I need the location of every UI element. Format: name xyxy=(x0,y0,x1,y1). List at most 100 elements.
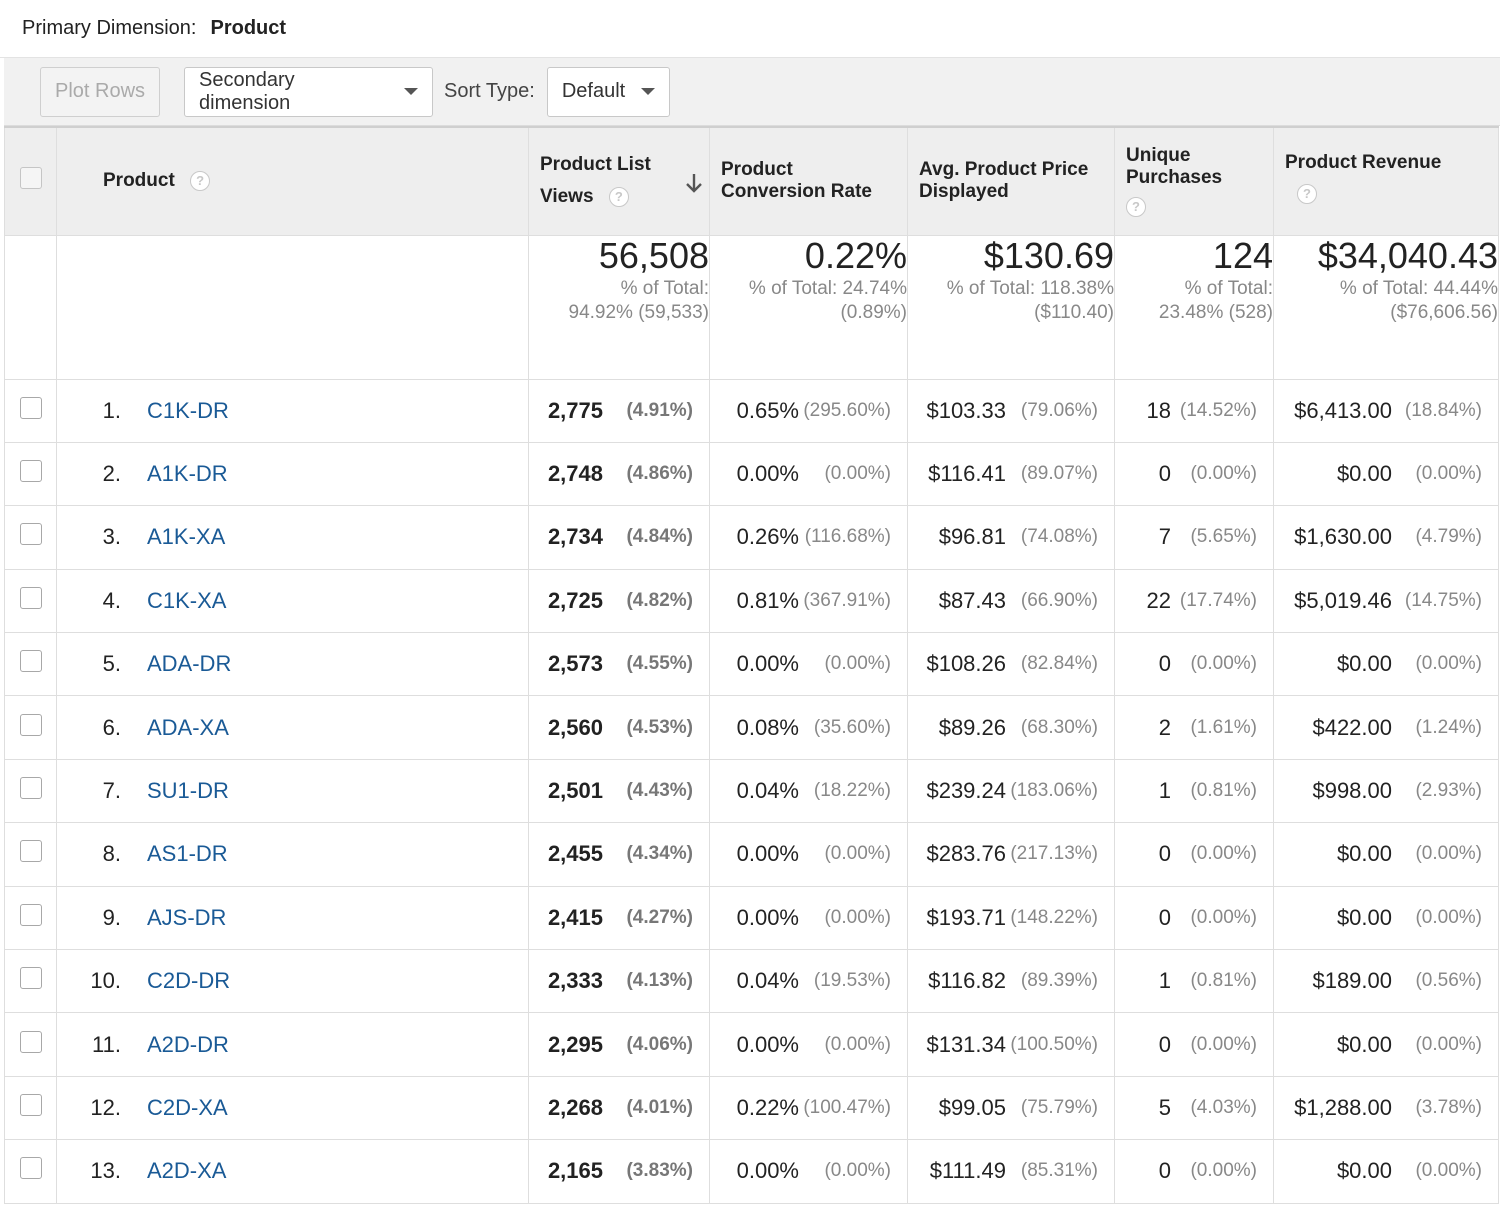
row-unique-cell: 1 (0.81%) xyxy=(1114,758,1274,824)
row-unique-cell: 0 (0.00%) xyxy=(1114,1012,1274,1077)
row-number: 11. xyxy=(92,1031,121,1057)
conversion-percent: (0.00%) xyxy=(824,906,891,928)
totals-avg-value: $130.69 xyxy=(983,234,1114,276)
row-checkbox[interactable] xyxy=(19,396,42,419)
row-conversion-cell: 0.08% (35.60%) xyxy=(709,695,908,760)
row-checkbox[interactable] xyxy=(19,777,42,800)
row-checkbox-cell xyxy=(4,949,57,1014)
totals-revenue-pct-line2: ($76,606.56) xyxy=(1390,301,1498,323)
product-link[interactable]: A2D-DR xyxy=(147,1031,229,1057)
row-checkbox[interactable] xyxy=(19,523,42,546)
row-checkbox[interactable] xyxy=(19,1093,42,1116)
avg-price-percent: (68.30%) xyxy=(1020,716,1098,738)
product-link[interactable]: AJS-DR xyxy=(147,904,227,930)
row-checkbox[interactable] xyxy=(19,586,42,609)
avg-price-value: $89.26 xyxy=(938,714,1006,740)
product-link[interactable]: ADA-XA xyxy=(147,714,229,740)
row-checkbox[interactable] xyxy=(19,460,42,483)
primary-dimension-label: Primary Dimension: xyxy=(22,17,197,39)
row-checkbox-cell xyxy=(4,822,57,887)
conversion-value: 0.08% xyxy=(736,714,799,740)
product-link[interactable]: C1K-XA xyxy=(147,587,227,613)
conversion-value: 0.26% xyxy=(736,524,799,550)
unique-value: 18 xyxy=(1146,397,1171,423)
views-value: 2,268 xyxy=(547,1094,603,1120)
product-link[interactable]: ADA-DR xyxy=(147,651,232,677)
conversion-percent: (0.00%) xyxy=(824,843,891,865)
row-revenue-cell: $0.00 (0.00%) xyxy=(1273,1139,1499,1204)
avg-price-value: $87.43 xyxy=(938,587,1006,613)
row-number: 12. xyxy=(90,1094,121,1120)
row-checkbox[interactable] xyxy=(19,650,42,673)
col-header-unique-purchases[interactable]: Unique Purchases ? xyxy=(1114,126,1274,236)
product-link[interactable]: SU1-DR xyxy=(147,778,229,804)
product-link[interactable]: C1K-DR xyxy=(147,397,229,423)
secondary-dimension-dropdown[interactable]: Secondary dimension xyxy=(184,66,434,117)
conversion-percent: (295.60%) xyxy=(803,399,891,421)
row-product-cell: 4. C1K-XA xyxy=(56,568,529,634)
revenue-value: $5,019.46 xyxy=(1294,587,1392,613)
row-checkbox[interactable] xyxy=(19,967,42,990)
row-checkbox[interactable] xyxy=(19,1030,42,1053)
product-link[interactable]: A2D-XA xyxy=(147,1158,227,1184)
row-views-cell: 2,501 (4.43%) xyxy=(528,758,710,824)
row-conversion-cell: 0.00% (0.00%) xyxy=(709,1139,908,1204)
row-revenue-cell: $0.00 (0.00%) xyxy=(1273,822,1499,887)
header-row: Product ? Product List Views ? Product C… xyxy=(4,126,1499,236)
unique-value: 2 xyxy=(1158,714,1171,740)
row-conversion-cell: 0.22% (100.47%) xyxy=(709,1075,908,1141)
row-conversion-cell: 0.04% (19.53%) xyxy=(709,949,908,1014)
row-checkbox[interactable] xyxy=(19,840,42,863)
col-header-avg-price[interactable]: Avg. Product Price Displayed xyxy=(907,126,1115,236)
product-link[interactable]: A1K-XA xyxy=(147,524,226,550)
product-link[interactable]: A1K-DR xyxy=(147,461,228,487)
sort-descending-icon[interactable] xyxy=(685,172,703,194)
totals-unique: 124 % of Total: 23.48% (528) xyxy=(1114,234,1274,380)
row-conversion-cell: 0.26% (116.68%) xyxy=(709,505,908,570)
row-views-cell: 2,560 (4.53%) xyxy=(528,695,710,760)
unique-percent: (0.00%) xyxy=(1190,843,1257,865)
views-percent: (4.55%) xyxy=(626,653,693,675)
avg-price-value: $239.24 xyxy=(926,778,1006,804)
row-product-cell: 8. AS1-DR xyxy=(56,822,529,887)
col-header-conversion-rate[interactable]: Product Conversion Rate xyxy=(709,126,908,236)
select-all-checkbox[interactable] xyxy=(19,167,42,190)
row-checkbox[interactable] xyxy=(19,713,42,736)
revenue-value: $0.00 xyxy=(1336,1031,1392,1057)
table-row: 9. AJS-DR 2,415 (4.27%) 0.00% (0.00%) $19… xyxy=(4,885,1499,951)
help-icon[interactable]: ? xyxy=(608,187,629,208)
product-link[interactable]: AS1-DR xyxy=(147,841,228,867)
help-icon[interactable]: ? xyxy=(1126,197,1146,218)
totals-row: 56,508 % of Total: 94.92% (59,533) 0.22%… xyxy=(4,234,1499,380)
avg-price-percent: (183.06%) xyxy=(1010,780,1098,802)
table-row: 10. C2D-DR 2,333 (4.13%) 0.04% (19.53%) $… xyxy=(4,949,1499,1014)
product-link[interactable]: C2D-DR xyxy=(147,968,231,994)
views-value: 2,333 xyxy=(547,968,603,994)
help-icon[interactable]: ? xyxy=(190,171,211,192)
product-link[interactable]: C2D-XA xyxy=(147,1094,228,1120)
row-unique-cell: 2 (1.61%) xyxy=(1114,695,1274,760)
row-views-cell: 2,775 (4.91%) xyxy=(528,378,710,443)
primary-dimension-product[interactable]: Product xyxy=(210,17,287,39)
plot-rows-button[interactable]: Plot Rows xyxy=(40,66,161,117)
sort-type-dropdown[interactable]: Default xyxy=(546,66,670,117)
row-number: 3. xyxy=(102,524,121,550)
chevron-down-icon xyxy=(641,88,656,95)
row-checkbox[interactable] xyxy=(19,903,42,926)
help-icon[interactable]: ? xyxy=(1297,184,1317,204)
views-value: 2,573 xyxy=(547,651,603,677)
sort-type-label: Sort Type: xyxy=(444,80,535,102)
conversion-percent: (0.00%) xyxy=(824,1160,891,1182)
revenue-percent: (2.93%) xyxy=(1415,780,1482,802)
totals-unique-pct-line1: % of Total: xyxy=(1184,277,1273,299)
col-header-product-revenue[interactable]: Product Revenue ? xyxy=(1273,126,1499,236)
col-header-product[interactable]: Product ? xyxy=(56,126,529,236)
row-checkbox[interactable] xyxy=(19,1157,42,1180)
row-revenue-cell: $5,019.46 (14.75%) xyxy=(1273,568,1499,634)
row-conversion-cell: 0.00% (0.00%) xyxy=(709,632,908,697)
row-avg-price-cell: $116.82 (89.39%) xyxy=(907,949,1115,1014)
unique-percent: (0.81%) xyxy=(1190,780,1257,802)
revenue-percent: (0.00%) xyxy=(1415,906,1482,928)
views-percent: (4.34%) xyxy=(626,843,693,865)
col-header-product-list-views[interactable]: Product List Views ? xyxy=(528,126,710,236)
